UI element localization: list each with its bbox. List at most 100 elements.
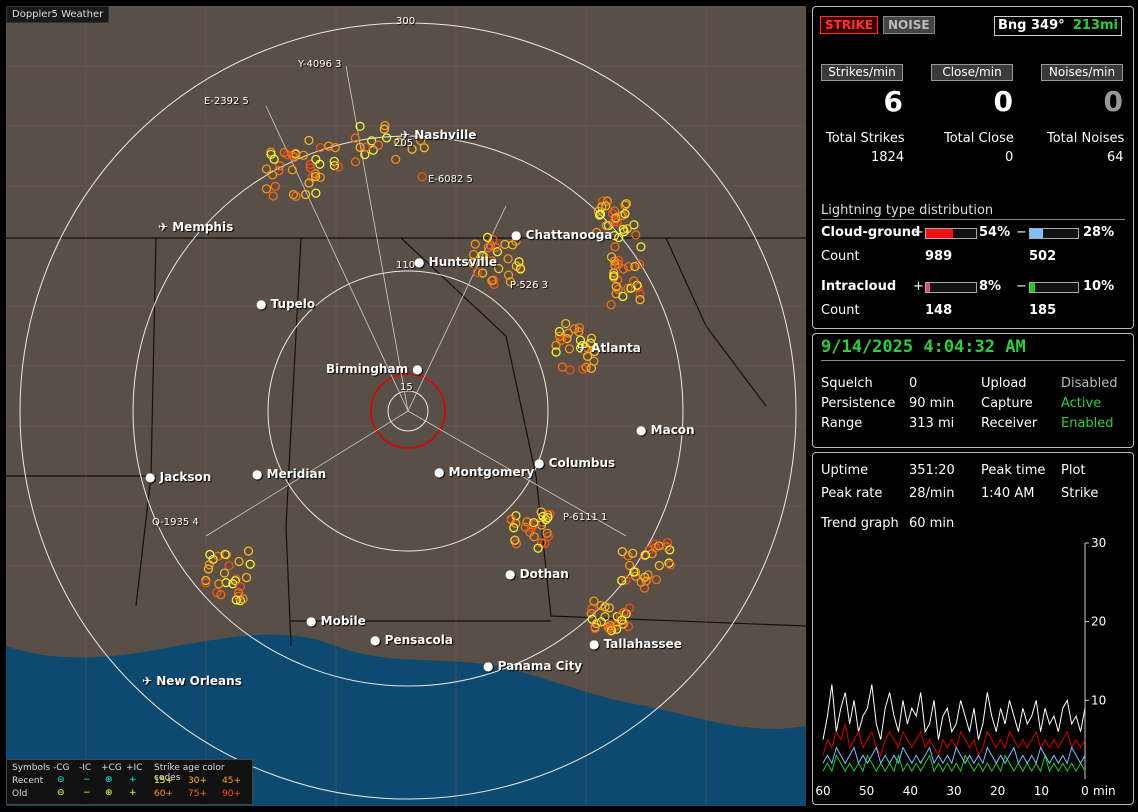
- peak-time-label: Peak time: [981, 463, 1046, 478]
- trend-label: Trend graph: [821, 516, 899, 531]
- strike-marker: [268, 191, 278, 201]
- age-code: 15+: [154, 776, 173, 786]
- ic-pos-pct: 8%: [979, 279, 1002, 294]
- pos-cg-recent-icon: ⊕: [105, 775, 113, 785]
- strike-marker: [609, 271, 619, 281]
- noises-min-button[interactable]: Noises/min: [1041, 64, 1123, 81]
- strike-marker: [589, 596, 599, 606]
- strike-marker: [228, 579, 238, 589]
- city-columbus: ● Columbus: [534, 456, 616, 470]
- uptime-label: Uptime: [821, 463, 869, 478]
- strike-marker: [380, 120, 390, 131]
- peak-rate-label: Peak rate: [821, 486, 883, 501]
- strike-marker: [472, 267, 482, 278]
- capture-value[interactable]: Active: [1061, 396, 1102, 411]
- trend-series-line: [822, 684, 1086, 740]
- trend-graph: 30 20 10 60 50 40 30 20 10 0 min: [815, 536, 1115, 798]
- strike-marker: [585, 338, 596, 348]
- cg-plus: +: [913, 225, 924, 240]
- strikes-min-button[interactable]: Strikes/min: [821, 64, 903, 81]
- cg-neg-pct: 28%: [1083, 225, 1115, 240]
- strike-marker: [470, 239, 480, 249]
- strike-marker: [605, 620, 615, 631]
- trend-series-line: [822, 723, 1086, 757]
- strike-marker: [611, 281, 621, 292]
- strike-marker: [611, 214, 621, 224]
- city-tupelo: ● Tupelo: [256, 297, 316, 311]
- x-tick-label: 50: [859, 784, 874, 798]
- strike-marker: [235, 595, 245, 606]
- legend-col: -IC: [79, 763, 92, 773]
- cg-neg-bar: [1029, 228, 1079, 239]
- age-code: 75+: [188, 789, 207, 799]
- strike-marker: [618, 291, 628, 302]
- strike-marker: [368, 145, 378, 155]
- strike-marker: [287, 165, 297, 175]
- strike-marker: [301, 189, 311, 200]
- strike-marker: [600, 602, 610, 612]
- strike-marker: [591, 618, 602, 629]
- strike-marker: [589, 356, 599, 366]
- strike-marker: [604, 624, 614, 634]
- trend-window-value[interactable]: 60 min: [909, 516, 955, 531]
- strike-marker: [639, 583, 650, 593]
- station-tag: E-2392 5: [204, 96, 249, 107]
- range-label-110: 110: [396, 260, 416, 271]
- strike-marker: [243, 546, 254, 556]
- plot-value[interactable]: Strike: [1061, 486, 1099, 501]
- strike-marker: [482, 232, 493, 242]
- strike-marker: [650, 539, 660, 549]
- strike-marker: [329, 160, 340, 171]
- divider: [821, 219, 1125, 220]
- strike-marker: [477, 250, 487, 261]
- strike-marker: [355, 121, 365, 132]
- neg-cg-recent-icon: ⊖: [57, 775, 65, 785]
- x-tick-label: 10: [1034, 784, 1049, 798]
- strike-marker: [214, 579, 224, 589]
- strike-marker: [554, 326, 565, 337]
- city-nashville: ✈ Nashville: [400, 128, 477, 142]
- strike-marker: [304, 178, 314, 188]
- upload-value[interactable]: Disabled: [1061, 376, 1118, 391]
- squelch-label: Squelch: [821, 376, 873, 391]
- lightning-map[interactable]: Doppler5 Weather 300 205 110 15 Y-4096 3…: [6, 6, 806, 806]
- trend-series-line: [822, 746, 1086, 765]
- strike-marker: [241, 572, 252, 583]
- strike-marker: [220, 549, 230, 559]
- cg-pos-count: 989: [925, 249, 953, 264]
- strike-marker: [509, 523, 519, 533]
- strike-marker: [416, 135, 426, 146]
- strike-marker: [394, 137, 404, 147]
- ic-minus: −: [1016, 279, 1027, 294]
- county-lines: [6, 6, 806, 806]
- city-atlanta: ✈ Atlanta: [577, 341, 641, 355]
- noise-button[interactable]: NOISE: [883, 16, 935, 34]
- cg-neg-count: 502: [1029, 249, 1057, 264]
- receiver-value[interactable]: Enabled: [1061, 416, 1114, 431]
- strike-marker: [417, 172, 427, 182]
- strike-marker: [631, 230, 641, 240]
- strike-marker: [561, 318, 571, 329]
- strike-marker: [529, 532, 539, 542]
- strike-marker: [664, 558, 674, 568]
- strike-marker: [305, 163, 315, 173]
- pos-ic-recent-icon: +: [129, 775, 137, 785]
- strike-button[interactable]: STRIKE: [820, 16, 879, 34]
- city-birmingham: Birmingham ●: [326, 362, 423, 376]
- strike-marker: [602, 196, 612, 206]
- strike-marker: [275, 161, 285, 171]
- strike-marker: [478, 268, 488, 278]
- x-tick-label: 40: [903, 784, 918, 798]
- strike-marker: [596, 617, 606, 627]
- divider: [821, 360, 1125, 361]
- close-min-button[interactable]: Close/min: [931, 64, 1013, 81]
- legend-col: -CG: [53, 763, 70, 773]
- receiver-label: Receiver: [981, 416, 1038, 431]
- strike-marker: [315, 172, 325, 183]
- strike-marker: [583, 351, 593, 361]
- strike-marker: [543, 513, 553, 523]
- city-macon: ● Macon: [636, 423, 695, 437]
- age-code: 45+: [222, 776, 241, 786]
- strike-marker: [235, 582, 246, 592]
- age-code: 60+: [154, 789, 173, 799]
